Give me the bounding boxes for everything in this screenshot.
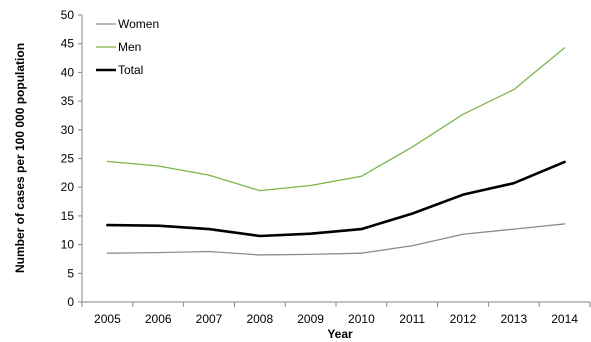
y-tick-label: 45	[61, 37, 75, 51]
y-tick-label: 15	[61, 209, 75, 223]
y-axis: 0 5 10 15 20 25 30 35 40 45 50	[61, 8, 83, 309]
y-tick-label: 5	[67, 266, 74, 280]
x-tick-label: 2013	[500, 312, 527, 326]
y-tick-label: 20	[61, 180, 75, 194]
legend-label-women: Women	[118, 17, 159, 31]
x-tick-label: 2011	[399, 312, 425, 326]
y-tick-label: 50	[61, 8, 75, 22]
x-axis: 2005 2006 2007 2008 2009 2010 2011 2012 2013 2014	[81, 301, 591, 326]
y-tick-label: 30	[61, 123, 75, 137]
y-axis-title: Number of cases per 100 000 population	[13, 43, 27, 273]
x-tick-label: 2010	[348, 312, 375, 326]
series-line-women	[106, 223, 566, 256]
y-tick-label: 35	[61, 94, 75, 108]
series-layer	[106, 47, 566, 256]
series-line-men	[106, 47, 566, 192]
legend-label-men: Men	[118, 40, 141, 54]
y-tick-label: 10	[61, 238, 75, 252]
x-tick-label: 2005	[94, 312, 121, 326]
y-tick-label: 40	[61, 65, 75, 79]
y-tick-label: 25	[61, 152, 75, 166]
series-line-total	[106, 160, 566, 238]
x-tick-label: 2008	[246, 312, 273, 326]
y-tick-label: 0	[67, 295, 74, 309]
legend-label-total: Total	[118, 63, 143, 77]
x-tick-label: 2012	[450, 312, 477, 326]
x-tick-label: 2009	[297, 312, 324, 326]
x-axis-title: Year	[327, 327, 353, 341]
x-tick-label: 2007	[196, 312, 223, 326]
legend: Women Men Total	[96, 17, 159, 77]
x-tick-label: 2014	[551, 312, 578, 326]
x-tick-label: 2006	[145, 312, 172, 326]
